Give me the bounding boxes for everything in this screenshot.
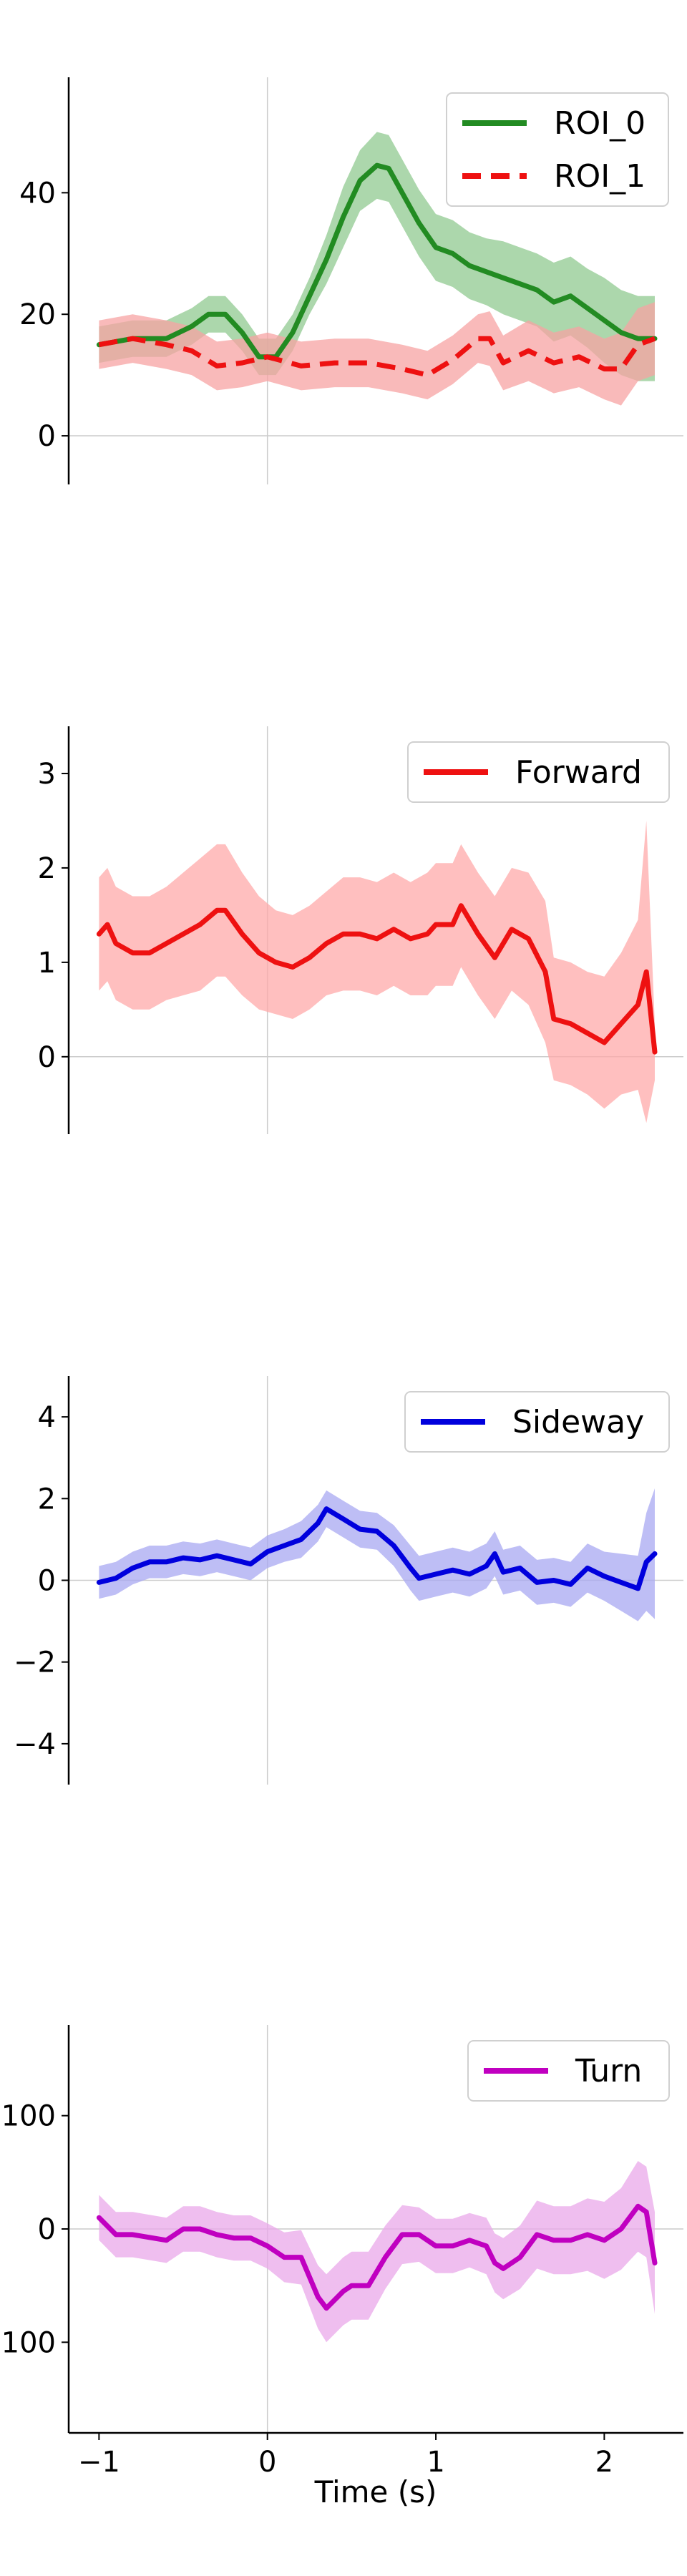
y-tick-label: 2 [38,1483,56,1516]
y-tick-label: 4 [38,1401,56,1434]
legend-frame [404,1391,670,1453]
x-axis-label: Time (s) [314,2474,437,2509]
line-roi-0 [96,162,658,360]
y-tick-label: 0 [38,1041,56,1074]
y-tick-label: 0 [38,2213,56,2246]
x-tick-label: 1 [427,2446,444,2479]
legend: Turn [467,2040,670,2102]
y-tick-label: 100 [1,2326,56,2359]
legend-label: Sideway [512,1404,644,1440]
x-tick-label: −1 [78,2446,120,2479]
panel-sideway: −4 −2 0 2 4 Sideway [14,1376,683,1785]
line-forward [96,903,658,1055]
legend-label: Turn [575,2053,642,2089]
x-tick-label: 0 [258,2446,276,2479]
legend: Sideway [404,1391,670,1453]
legend: Forward [407,741,670,803]
legend: ROI_0 ROI_1 [446,92,669,207]
legend-label: ROI_1 [554,158,645,195]
x-tick-label: 2 [595,2446,613,2479]
y-tick-label: 1 [38,947,56,980]
y-tick-label: 100 [1,2100,56,2133]
panel-roi: 0 20 40 ROI_0 ROI_1 [19,77,683,484]
band-sideway [99,1488,655,1621]
y-tick-label: 20 [19,298,56,331]
panel-forward: 0 1 2 3 Forward [38,726,683,1134]
legend-label: ROI_0 [554,105,645,142]
y-tick-label: 40 [19,177,56,210]
band-roi-0 [99,132,655,381]
legend-frame [407,741,670,803]
line-sideway [96,1506,658,1591]
panel-turn: 100 0 100 −1 0 1 2 Turn [1,2025,683,2479]
y-tick-label: 0 [38,1565,56,1598]
y-tick-label: 2 [38,852,56,885]
line-roi-1 [98,336,656,378]
band-roi-1 [99,302,655,406]
line-turn [96,2203,658,2311]
y-tick-label: −4 [14,1728,56,1761]
y-tick-label: −2 [14,1646,56,1679]
band-turn [99,2161,655,2343]
legend-frame [467,2040,670,2102]
y-tick-label: 0 [38,420,56,453]
legend-label: Forward [515,754,642,791]
y-tick-label: 3 [38,758,56,791]
band-forward [99,820,655,1123]
